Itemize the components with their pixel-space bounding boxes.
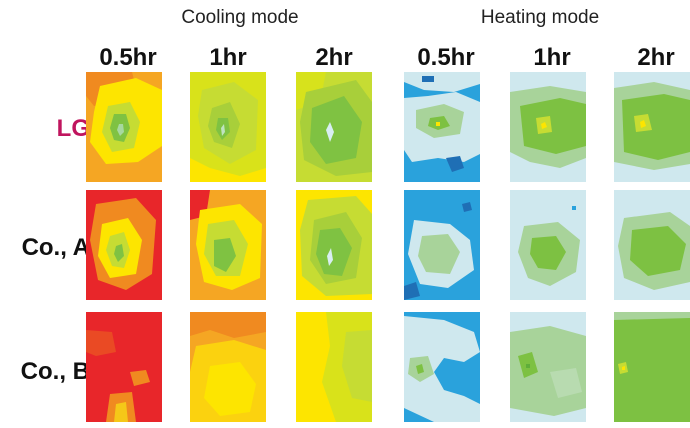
- col-label-heat-0-5hr: 0.5hr: [417, 44, 475, 71]
- row-label-lg: LG: [56, 115, 90, 142]
- heatmap-lg-heat-2hr: [614, 72, 690, 182]
- heatmap-lg-cool-2hr: [296, 72, 372, 182]
- col-label-heat-1hr: 1hr: [533, 44, 571, 71]
- row-label-co-b: Co., B: [20, 358, 90, 385]
- row-label-co-a: Co., A: [21, 234, 90, 261]
- heatmap-co-b-cool-1hr: [190, 312, 266, 422]
- heatmap-co-a-heat-0-5hr: [404, 190, 480, 300]
- heatmap-co-a-heat-2hr: [614, 190, 690, 300]
- col-label-cool-2hr: 2hr: [315, 44, 353, 71]
- heatmap-co-a-cool-0-5hr: [86, 190, 162, 300]
- heatmap-co-b-heat-2hr: [614, 312, 690, 422]
- heatmap-lg-cool-1hr: [190, 72, 266, 182]
- heatmap-co-b-heat-0-5hr: [404, 312, 480, 422]
- col-label-cool-1hr: 1hr: [209, 44, 247, 71]
- heatmap-co-a-cool-2hr: [296, 190, 372, 300]
- col-label-heat-2hr: 2hr: [637, 44, 675, 71]
- heatmap-lg-heat-1hr: [510, 72, 586, 182]
- heatmap-co-a-heat-1hr: [510, 190, 586, 300]
- heatmap-lg-cool-0-5hr: [86, 72, 162, 182]
- col-label-cool-0-5hr: 0.5hr: [99, 44, 157, 71]
- heatmap-co-b-heat-1hr: [510, 312, 586, 422]
- heatmap-co-b-cool-0-5hr: [86, 312, 162, 422]
- heatmap-co-b-cool-2hr: [296, 312, 372, 422]
- heating-mode-title: Heating mode: [480, 7, 600, 28]
- heatmap-lg-heat-0-5hr: [404, 72, 480, 182]
- cooling-mode-title: Cooling mode: [181, 7, 299, 28]
- heatmap-co-a-cool-1hr: [190, 190, 266, 300]
